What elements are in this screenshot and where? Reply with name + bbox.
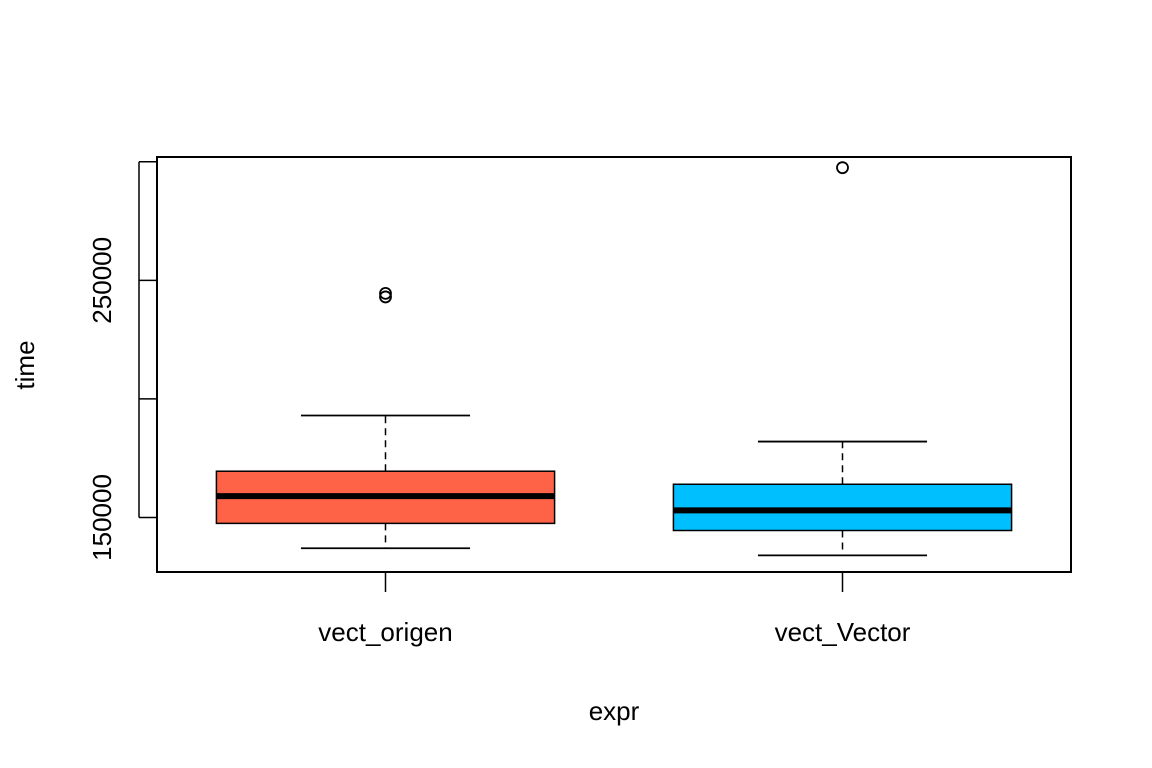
x-axis: vect_origen vect_Vector — [318, 572, 911, 647]
outlier-point — [379, 286, 392, 300]
x-axis-label: expr — [589, 696, 640, 726]
outlier-point — [379, 290, 392, 304]
plot-frame — [156, 156, 1072, 573]
y-axis: 150000 250000 — [87, 160, 157, 561]
y-axis-label: time — [10, 340, 40, 389]
y-tick-label: 250000 — [87, 237, 117, 324]
x-tick-label: vect_origen — [318, 617, 452, 647]
boxes-layer — [215, 161, 1013, 557]
y-tick-label: 150000 — [87, 474, 117, 561]
outlier-point — [836, 161, 849, 175]
x-tick-label: vect_Vector — [775, 617, 911, 647]
